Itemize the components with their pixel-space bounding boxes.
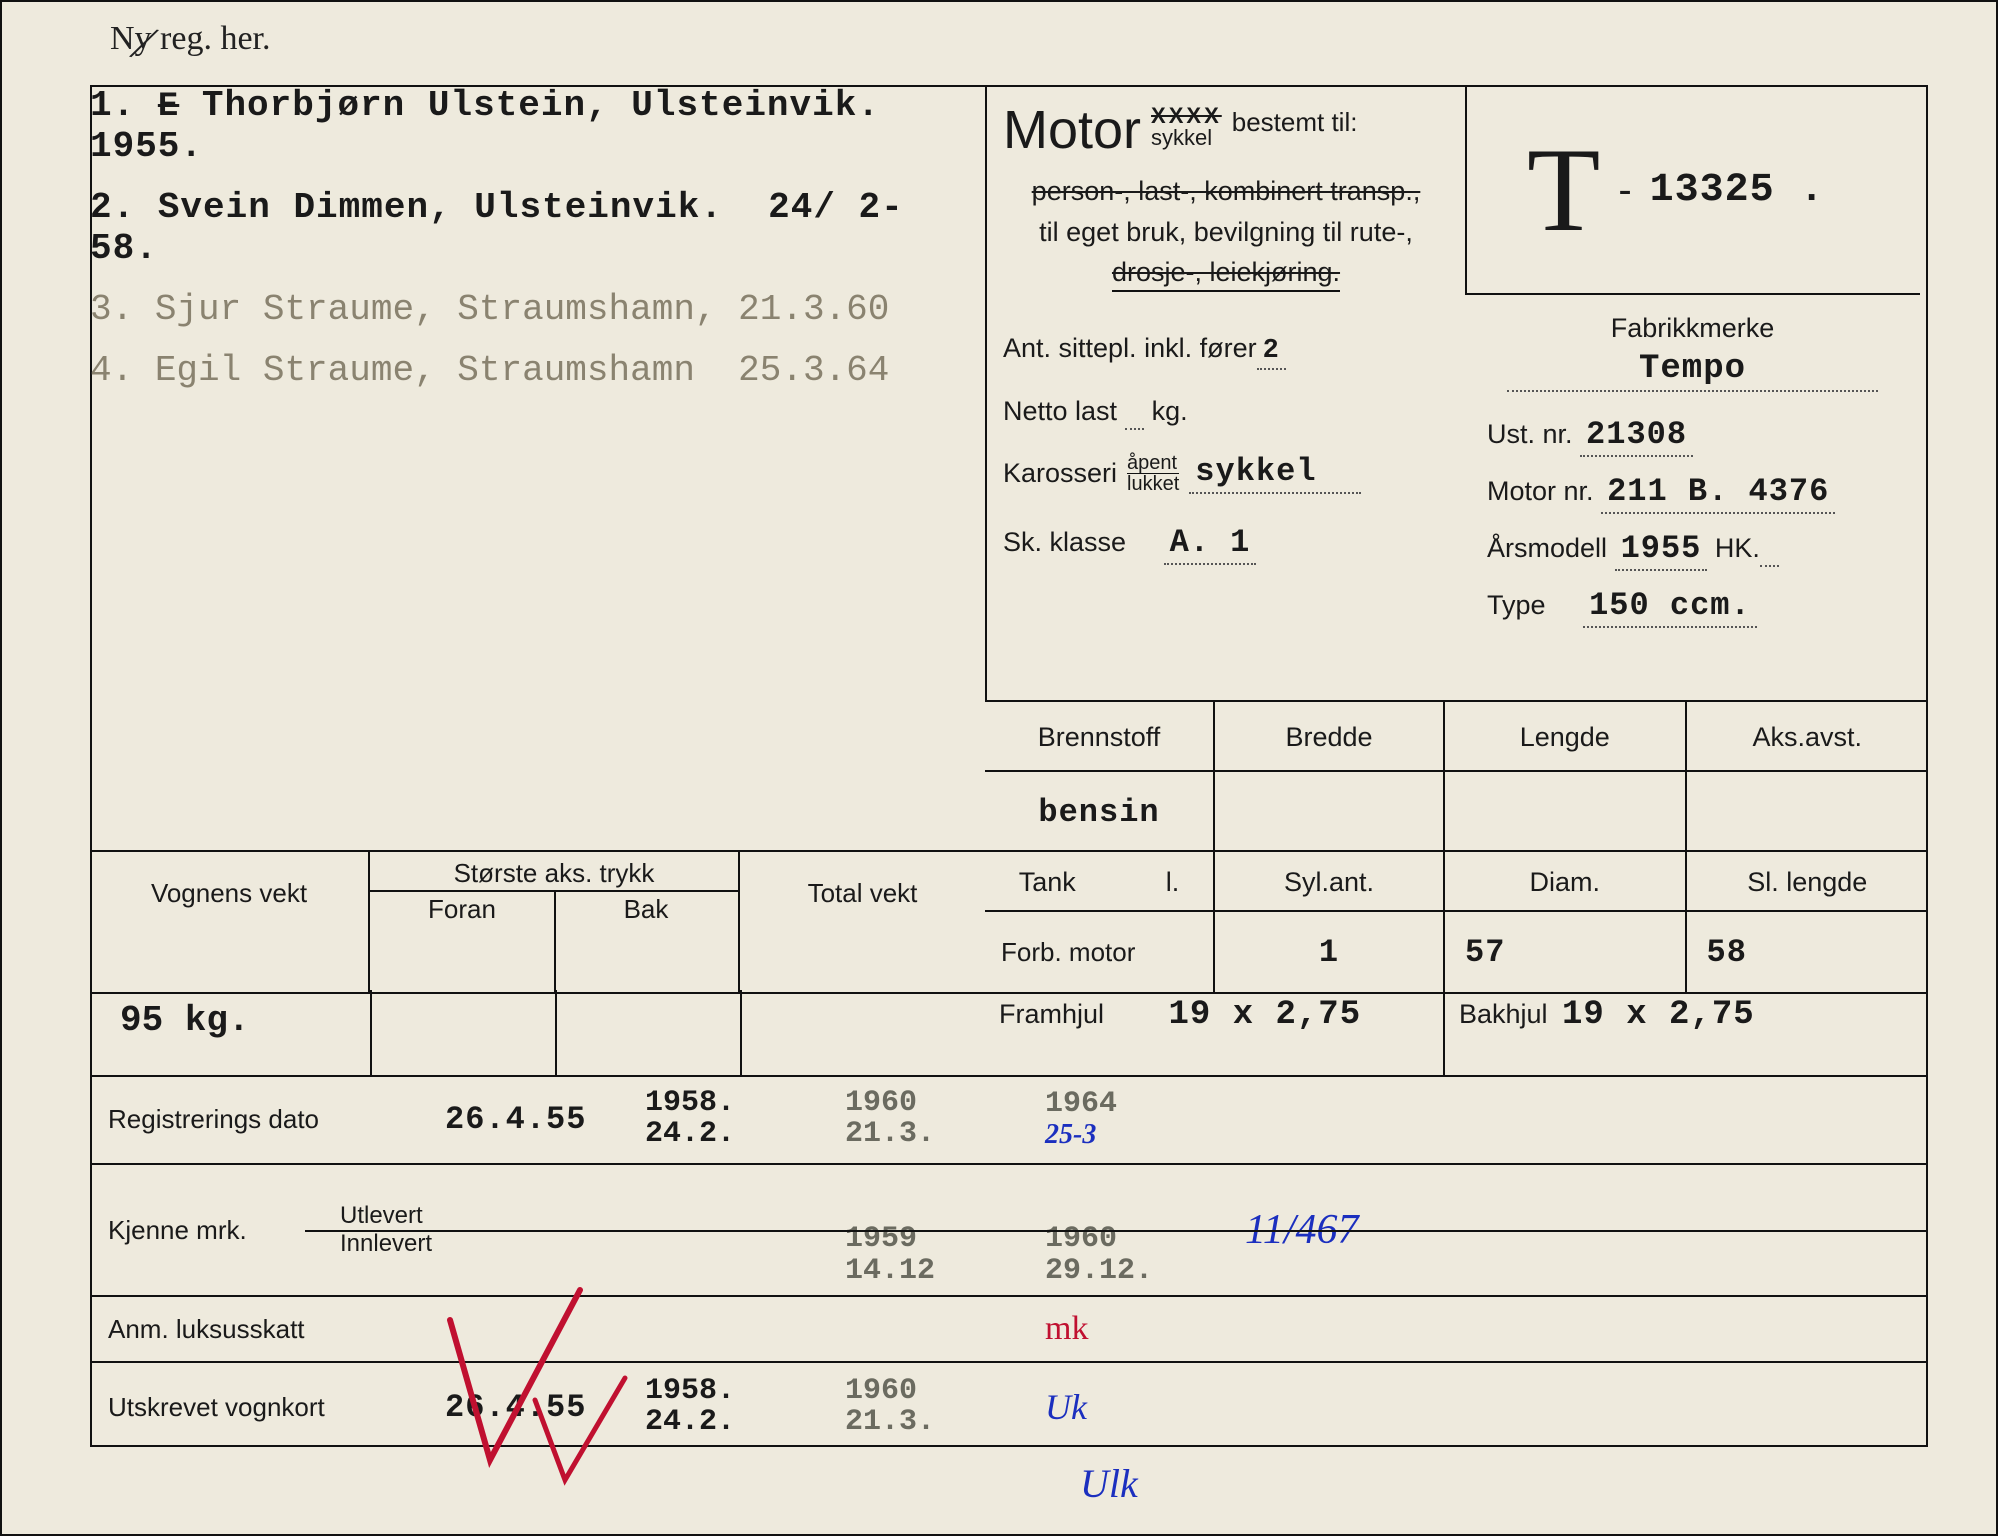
storste-label: Største aks. trykk: [370, 852, 738, 889]
val-forbmotor: Forb. motor: [985, 912, 1215, 992]
owner-row: 4. Egil Straume, Straumshamn 25.3.64: [90, 350, 970, 391]
owners-block: 1. E Thorbjørn Ulstein, Ulsteinvik. 1955…: [90, 85, 970, 411]
owner-date: 21.3.60: [738, 289, 889, 330]
vogn-strike: XXXX: [1151, 105, 1222, 127]
bak-label: Bak: [554, 894, 738, 925]
plate-dash: -: [1618, 168, 1631, 213]
foran-label: Foran: [370, 894, 554, 925]
skklasse-value: A. 1: [1164, 524, 1257, 565]
hdr-sllengde: Sl. lengde: [1687, 852, 1929, 912]
owner-row: 2. Svein Dimmen, Ulsteinvik. 24/ 2-58.: [90, 187, 970, 269]
hdr-aksavst: Aks.avst.: [1687, 702, 1929, 772]
blue-signature: Ulk: [1080, 1460, 1138, 1507]
owner-strike: E: [158, 88, 179, 126]
owner-row: 1. E Thorbjørn Ulstein, Ulsteinvik. 1955…: [90, 85, 970, 167]
regdato-c4: 1964 25-3: [1035, 1075, 1235, 1163]
ust-value: 21308: [1580, 416, 1693, 457]
motor-heading: Motor: [1003, 99, 1141, 161]
owner-date: 25.3.64: [738, 350, 889, 391]
handwritten-header: Ny reg. her. ⁄: [110, 20, 271, 58]
bestemt-label: bestemt til:: [1232, 107, 1358, 138]
karosseri-row: Karosseri åpent lukket sykkel: [1003, 453, 1449, 494]
motor-box: Motor XXXX sykkel bestemt til: person-, …: [985, 85, 1465, 700]
owner-row: 3. Sjur Straume, Straumshamn, 21.3.60: [90, 289, 970, 330]
hdr-lengde: Lengde: [1445, 702, 1687, 772]
bakhjul-cell: Bakhjul 19 x 2,75: [1445, 990, 1928, 1075]
vognensvekt-label: Vognens vekt: [151, 878, 307, 909]
owner-text: Thorbjørn Ulstein, Ulsteinvik.: [202, 85, 880, 126]
kjenne-row: Kjenne mrk. Utlevert Innlevert 1959 14.1…: [90, 1165, 1928, 1297]
owner-num: 4.: [90, 350, 133, 391]
usage-text: person-, last-, kombinert transp., til e…: [1003, 171, 1449, 293]
red-check-icon: [520, 1370, 640, 1500]
val-brennstoff: bensin: [985, 772, 1215, 852]
type-value: 150 ccm.: [1583, 587, 1757, 628]
skklasse-row: Sk. klasse A. 1: [1003, 524, 1449, 561]
weight-block: Vognens vekt Største aks. trykk Foran Ba…: [90, 850, 985, 994]
plate-letter: T: [1527, 121, 1600, 259]
spec-row-headers-1: Brennstoff Bredde Lengde Aks.avst.: [985, 700, 1928, 772]
owner-num: 2.: [90, 187, 135, 228]
seats-row: Ant. sittepl. inkl. fører2: [1003, 333, 1449, 366]
ut-c4-mark: Uk: [1045, 1386, 1225, 1428]
regdato-c3: 1960 21.3.: [835, 1075, 1035, 1163]
wheel-row: Framhjul 19 x 2,75 Bakhjul 19 x 2,75: [985, 990, 1928, 1077]
utskrevet-label: Utskrevet vognkort: [90, 1363, 435, 1451]
hdr-tank: Tank l.: [985, 852, 1215, 912]
framhjul-value: 19 x 2,75: [1168, 996, 1361, 1034]
ut-c3: 1960 21.3.: [835, 1363, 1035, 1451]
totalvekt-label: Total vekt: [808, 878, 918, 909]
ut-c2: 1958. 24.2.: [635, 1363, 835, 1451]
motornr-value: 211 B. 4376: [1601, 473, 1835, 514]
spec-box: Fabrikkmerke Tempo Ust. nr. 21308 Motor …: [1465, 295, 1920, 700]
header-text: Ny reg. her.: [110, 20, 271, 57]
spec-row-values-1: bensin: [985, 770, 1928, 852]
bottom-rows: Registrerings dato 26.4.55 1958. 24.2. 1…: [90, 1075, 1928, 1451]
owner-num: 1.: [90, 85, 135, 126]
spec-row-headers-2: Tank l. Syl.ant. Diam. Sl. lengde: [985, 850, 1928, 912]
owner-text: Sjur Straume, Straumshamn,: [155, 289, 717, 330]
fabrikk-label: Fabrikkmerke: [1487, 313, 1898, 344]
plate-number: 13325 .: [1650, 168, 1825, 213]
bakhjul-value: 19 x 2,75: [1562, 996, 1755, 1034]
registration-card: Ny reg. her. ⁄ 1. E Thorbjørn Ulstein, U…: [0, 0, 1998, 1536]
netto-row: Netto last kg.: [1003, 396, 1449, 427]
val-sylant: 1: [1215, 912, 1445, 992]
hdr-diam: Diam.: [1445, 852, 1687, 912]
regdato-label: Registrerings dato: [90, 1075, 435, 1163]
arsmodell-value: 1955: [1615, 530, 1708, 571]
utskrevet-row: Utskrevet vognkort 26.4.55 1958. 24.2. 1…: [90, 1363, 1928, 1451]
regdato-c2: 1958. 24.2.: [635, 1075, 835, 1163]
plate-box: T - 13325 .: [1465, 85, 1920, 295]
karosseri-value: sykkel: [1189, 453, 1361, 494]
fabrikk-value: Tempo: [1507, 350, 1878, 392]
owner-text: Svein Dimmen, Ulsteinvik.: [158, 187, 723, 228]
hdr-brennstoff: Brennstoff: [985, 702, 1215, 772]
regdato-c1: 26.4.55: [445, 1101, 625, 1138]
val-sllengde: 58: [1687, 912, 1929, 992]
sykkel-label: sykkel: [1151, 127, 1222, 149]
spec-row-values-2: Forb. motor 1 57 58: [985, 910, 1928, 994]
seats-value: 2: [1257, 336, 1286, 370]
regdato-row: Registrerings dato 26.4.55 1958. 24.2. 1…: [90, 1075, 1928, 1165]
hdr-bredde: Bredde: [1215, 702, 1445, 772]
weight-values-row: [90, 990, 985, 1077]
hdr-sylant: Syl.ant.: [1215, 852, 1445, 912]
owner-text: Egil Straume, Straumshamn: [155, 350, 695, 391]
owner-date: 1955.: [90, 126, 203, 167]
val-diam: 57: [1445, 912, 1687, 992]
owner-num: 3.: [90, 289, 133, 330]
framhjul-cell: Framhjul 19 x 2,75: [985, 990, 1445, 1075]
